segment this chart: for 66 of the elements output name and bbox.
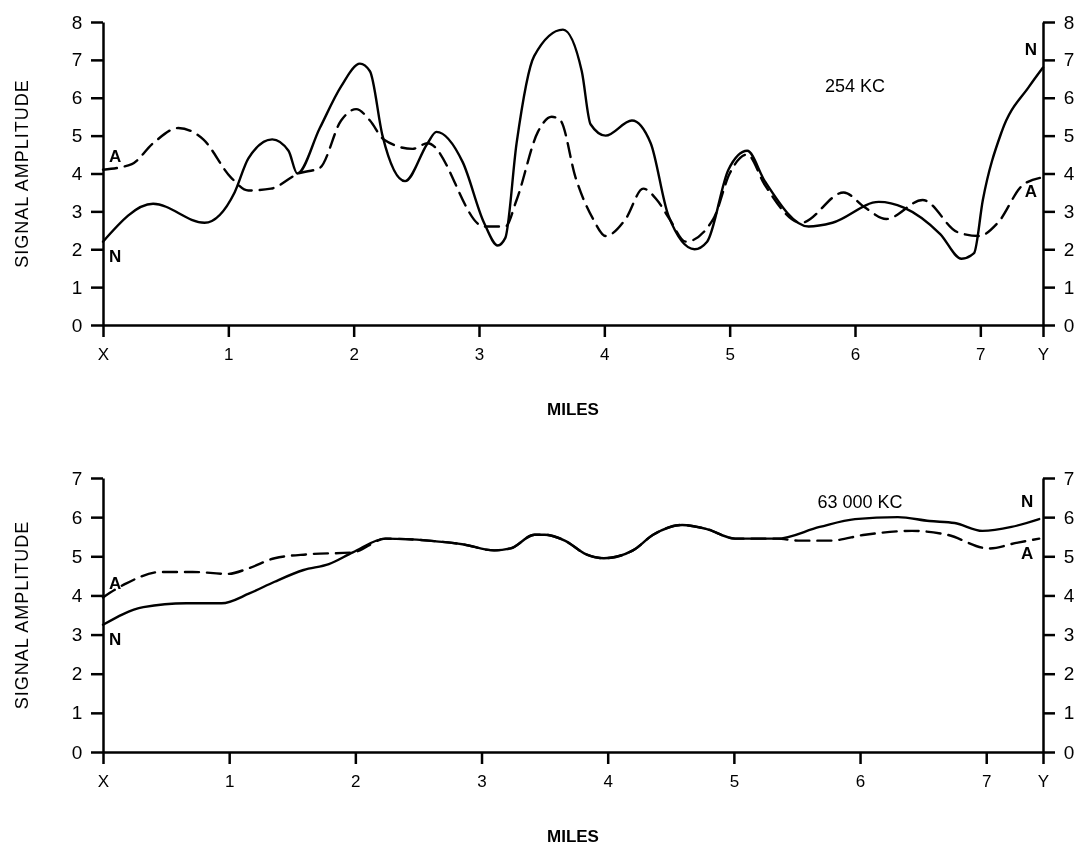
y-tick-label: 5	[71, 125, 83, 147]
y-tick-label: 2	[71, 238, 83, 260]
x-axis-title: MILES	[547, 400, 599, 419]
y-tick-label: 8	[71, 11, 83, 33]
series-label: N	[109, 246, 122, 266]
y-tick-label: 1	[71, 702, 83, 724]
text: 63 000 KC	[817, 492, 903, 512]
y2-tick-label: 0	[1063, 741, 1075, 763]
x-tick-label: Y	[1037, 345, 1050, 365]
x-tick-label: 4	[603, 772, 613, 792]
y-tick-label: 3	[71, 200, 83, 222]
x-tick-label: X	[97, 772, 110, 792]
x-tick-label: 5	[729, 772, 740, 792]
y-tick-label: 2	[71, 663, 83, 685]
x-tick-label: Y	[1037, 772, 1050, 792]
text: 254 KC	[824, 76, 886, 96]
y2-tick-label: 7	[1063, 467, 1075, 489]
x-tick-label: X	[97, 345, 110, 365]
y2-tick-label: 4	[1063, 163, 1075, 185]
series-label: A	[109, 574, 122, 594]
y-tick-label: 5	[71, 545, 83, 567]
y-axis-title: SIGNAL AMPLITUDE	[12, 520, 32, 710]
series-label: A	[109, 146, 122, 166]
y2-tick-label: 6	[1063, 506, 1075, 528]
y-tick-label: 3	[71, 624, 83, 646]
y-tick-label: 4	[71, 163, 83, 185]
text: A	[1020, 543, 1034, 563]
y2-tick-label: 6	[1063, 87, 1075, 109]
x-axis-title: MILES	[547, 827, 599, 846]
x-tick-label: 6	[855, 772, 866, 792]
text: N	[1024, 40, 1037, 60]
y2-tick-label: 2	[1063, 238, 1075, 260]
y-tick-label: 1	[71, 276, 83, 298]
y2-tick-label: 5	[1063, 125, 1075, 147]
x-tick-label: 5	[725, 345, 735, 365]
y2-tick-label: 3	[1063, 624, 1075, 646]
x-tick-label: 2	[351, 772, 361, 792]
x-tick-label: 6	[850, 345, 861, 365]
y-tick-label: 0	[71, 741, 83, 763]
y2-tick-label: 1	[1063, 702, 1075, 724]
y2-tick-label: 8	[1063, 11, 1075, 33]
y-tick-label: 4	[71, 585, 83, 607]
y-tick-label: 6	[71, 87, 83, 109]
y2-tick-label: 1	[1063, 276, 1075, 298]
y-axis-title: SIGNAL AMPLITUDE	[12, 79, 32, 268]
x-tick-label: 7	[981, 772, 992, 792]
series-label: N	[109, 629, 122, 649]
y2-tick-label: 4	[1063, 585, 1075, 607]
y-tick-label: 0	[71, 314, 83, 336]
y2-tick-label: 7	[1063, 49, 1075, 71]
y2-tick-label: 5	[1063, 545, 1075, 567]
y-tick-label: 7	[71, 467, 83, 489]
text: N	[1020, 492, 1034, 512]
x-tick-label: 1	[224, 772, 235, 792]
x-tick-label: 4	[600, 345, 610, 365]
x-tick-label: 7	[976, 345, 986, 365]
y2-tick-label: 0	[1063, 314, 1075, 336]
x-tick-label: 1	[224, 345, 234, 365]
y-tick-label: 7	[71, 49, 83, 71]
y2-tick-label: 2	[1063, 663, 1075, 685]
y-tick-label: 6	[71, 506, 83, 528]
y2-tick-label: 3	[1063, 200, 1075, 222]
x-tick-label: 3	[477, 772, 487, 792]
x-tick-label: 3	[474, 345, 485, 365]
text: A	[1024, 182, 1037, 202]
x-tick-label: 2	[349, 345, 359, 365]
